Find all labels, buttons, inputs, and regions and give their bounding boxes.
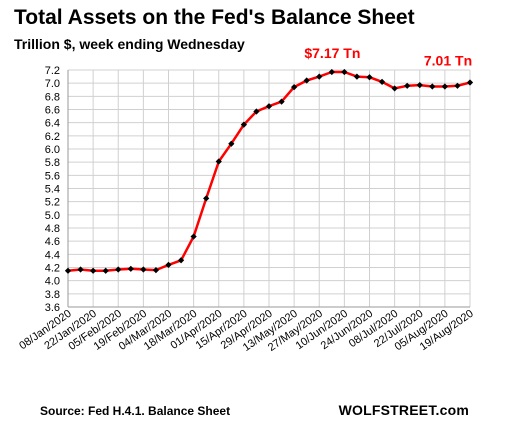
y-tick-label: 6.8 <box>45 91 60 103</box>
data-point <box>441 83 448 90</box>
data-point <box>353 73 361 80</box>
y-tick-label: 4.0 <box>45 276 60 288</box>
chart-title: Total Assets on the Fed's Balance Sheet <box>14 6 415 29</box>
data-point <box>203 195 210 202</box>
y-tick-label: 7.0 <box>45 78 60 90</box>
y-tick-label: 5.0 <box>45 210 60 222</box>
annotation-label: $7.17 Tn <box>304 45 360 61</box>
y-tick-label: 3.6 <box>45 302 60 314</box>
y-tick-label: 5.2 <box>45 197 60 209</box>
chart-subtitle: Trillion $, week ending Wednesday <box>14 36 245 52</box>
y-tick-label: 5.6 <box>45 170 60 182</box>
y-tick-label: 7.2 <box>45 65 60 77</box>
y-tick-label: 4.4 <box>45 249 60 261</box>
source-note: Source: Fed H.4.1. Balance Sheet <box>40 404 231 418</box>
y-tick-label: 6.4 <box>45 118 60 130</box>
data-point <box>466 79 474 86</box>
data-point <box>102 267 109 274</box>
data-point <box>316 73 323 80</box>
data-point <box>366 74 373 81</box>
y-tick-label: 5.8 <box>45 157 60 169</box>
data-point <box>253 108 260 115</box>
data-point <box>240 121 247 128</box>
y-tick-label: 6.2 <box>45 131 60 143</box>
y-tick-label: 3.8 <box>45 289 60 301</box>
data-point <box>190 233 197 240</box>
brand-label: WOLFSTREET.com <box>338 402 469 418</box>
y-tick-label: 4.6 <box>45 236 60 248</box>
data-point <box>90 267 97 274</box>
data-point <box>215 158 222 165</box>
y-tick-label: 4.2 <box>45 263 60 275</box>
data-point <box>127 265 134 272</box>
y-tick-label: 6.0 <box>45 144 60 156</box>
y-tick-label: 6.6 <box>45 105 60 117</box>
data-point <box>64 267 72 274</box>
data-point <box>228 140 235 147</box>
y-tick-label: 5.4 <box>45 184 60 196</box>
y-tick-label: 4.8 <box>45 223 60 235</box>
data-point <box>429 83 436 90</box>
annotation-label: 7.01 Tn <box>424 53 472 69</box>
